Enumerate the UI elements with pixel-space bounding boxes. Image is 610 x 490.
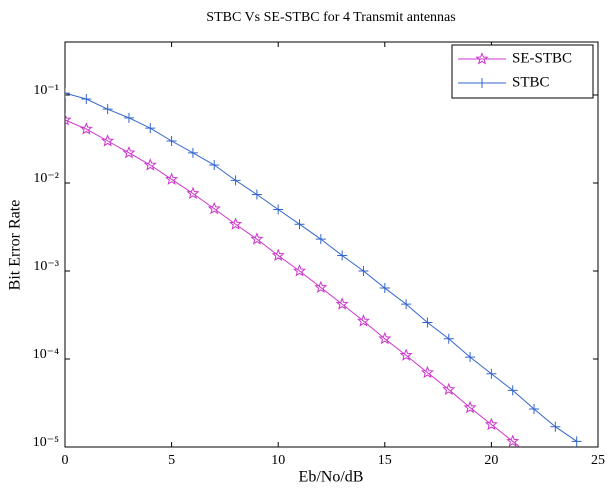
marker <box>123 112 134 123</box>
marker <box>166 135 177 146</box>
marker <box>79 122 93 135</box>
marker <box>465 352 476 363</box>
x-tick-label: 15 <box>378 453 392 468</box>
y-tick-label: 10⁻⁴ <box>33 347 59 362</box>
marker <box>550 421 561 432</box>
x-tick-label: 10 <box>271 453 285 468</box>
marker <box>273 204 284 215</box>
marker <box>102 104 113 115</box>
marker <box>335 297 349 310</box>
marker <box>101 134 115 147</box>
series-line <box>65 119 521 447</box>
x-tick-label: 20 <box>484 453 498 468</box>
marker <box>294 219 305 230</box>
marker <box>529 404 540 415</box>
marker <box>187 147 198 158</box>
marker <box>314 280 328 294</box>
y-tick-label: 10⁻⁵ <box>33 435 59 450</box>
y-tick-label: 10⁻³ <box>33 259 59 274</box>
marker <box>356 314 370 327</box>
y-tick-label: 10⁻² <box>33 171 59 186</box>
marker <box>165 172 179 185</box>
marker <box>229 217 243 230</box>
x-axis-label: Eb/No/dB <box>299 469 364 486</box>
legend-label: STBC <box>512 74 550 90</box>
x-tick-label: 0 <box>62 453 69 468</box>
legend-label: SE-STBC <box>512 50 572 66</box>
marker <box>442 382 456 396</box>
legend-box <box>451 44 594 99</box>
marker <box>207 201 221 215</box>
marker <box>65 88 70 99</box>
marker <box>379 283 390 294</box>
marker <box>422 317 433 328</box>
x-tick-label: 25 <box>591 453 605 468</box>
marker <box>475 52 489 65</box>
marker <box>399 348 413 361</box>
x-tick-label: 5 <box>168 453 175 468</box>
marker <box>81 94 92 105</box>
plot-frame <box>64 41 599 448</box>
marker <box>420 365 434 379</box>
marker <box>65 113 72 126</box>
marker <box>315 234 326 245</box>
marker <box>251 189 262 200</box>
marker <box>401 299 412 310</box>
marker <box>122 145 136 159</box>
marker <box>463 400 477 414</box>
marker <box>292 264 307 277</box>
marker <box>358 265 369 276</box>
marker <box>186 186 200 200</box>
marker <box>477 78 487 88</box>
marker <box>378 331 392 345</box>
marker <box>506 434 520 447</box>
marker <box>145 123 156 134</box>
marker <box>337 250 348 261</box>
marker <box>484 417 498 431</box>
marker <box>230 175 241 186</box>
plot-area <box>65 88 582 447</box>
y-axis-label: Bit Error Rate <box>7 200 24 291</box>
marker <box>271 248 285 262</box>
marker <box>486 368 497 379</box>
y-tick-label: 10⁻¹ <box>33 83 59 98</box>
marker <box>143 158 157 171</box>
marker <box>507 385 518 396</box>
marker <box>443 333 454 344</box>
marker <box>209 160 220 171</box>
marker <box>571 436 582 447</box>
marker <box>250 232 264 245</box>
chart-title: STBC Vs SE-STBC for 4 Transmit antennas <box>206 10 455 25</box>
